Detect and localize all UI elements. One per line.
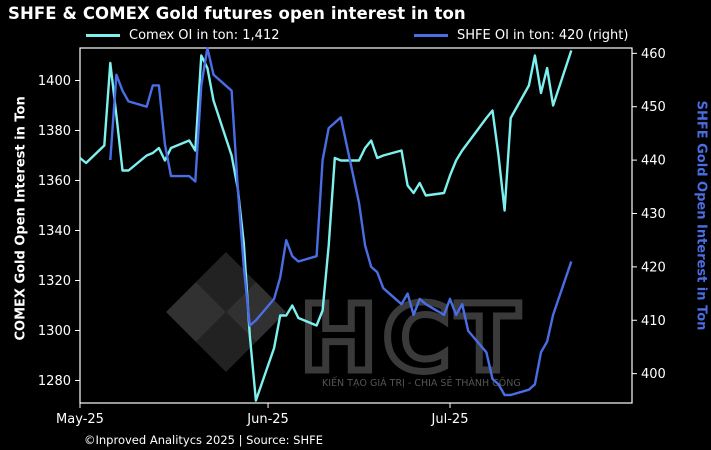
x-tick-label: Jun-25 — [246, 412, 289, 427]
legend-label-comex: Comex OI in ton: 1,412 — [129, 28, 280, 43]
y-left-tick-label: 1400 — [38, 74, 71, 89]
y-left-tick-label: 1280 — [38, 374, 71, 389]
watermark-tagline: KIẾN TẠO GIÁ TRỊ - CHIA SẺ THÀNH CÔNG — [322, 377, 521, 389]
chart-title: SHFE & COMEX Gold futures open interest … — [8, 4, 466, 23]
y-right-tick-label: 420 — [641, 260, 666, 275]
legend-swatch-comex — [86, 34, 120, 37]
y-left-tick-label: 1300 — [38, 324, 71, 339]
y-left-tick-label: 1360 — [38, 174, 71, 189]
y-right-tick-label: 450 — [641, 100, 666, 115]
y-right-tick-label: 410 — [641, 314, 666, 329]
x-tick-label: Jul-25 — [431, 412, 469, 427]
y-right-tick-label: 460 — [641, 47, 666, 62]
y-axis-label-left: COMEX Gold Open Interest in Ton — [13, 96, 29, 341]
y-right-tick-label: 430 — [641, 207, 666, 222]
y-axis-label-right: SHFE Gold Open Interest in Ton — [693, 100, 709, 331]
y-right-tick-label: 400 — [641, 367, 666, 382]
y-right-tick-label: 440 — [641, 154, 666, 169]
source-note: ©Inproved Analitycs 2025 | Source: SHFE — [84, 433, 324, 447]
legend-item-shfe: SHFE OI in ton: 420 (right) — [414, 28, 628, 43]
hct-diamond-logo-icon — [166, 252, 286, 372]
watermark: HCT KIẾN TẠO GIÁ TRỊ - CHIA SẺ THÀNH CÔN… — [166, 252, 523, 396]
legend-label-shfe: SHFE OI in ton: 420 (right) — [457, 28, 629, 43]
plot-frame — [79, 47, 633, 404]
y-left-tick-label: 1380 — [38, 124, 71, 139]
legend-swatch-shfe — [414, 34, 448, 37]
x-tick-label: May-25 — [56, 412, 104, 427]
series-line-shfe — [109, 46, 573, 397]
plot-area: 1280 1300 1320 1340 1360 1380 1400 400 410 420 430… — [38, 46, 666, 427]
y-left-tick-label: 1340 — [38, 224, 71, 239]
series-line-comex — [79, 50, 573, 402]
y-left-tick-label: 1320 — [38, 274, 71, 289]
legend-item-comex: Comex OI in ton: 1,412 — [86, 28, 280, 43]
